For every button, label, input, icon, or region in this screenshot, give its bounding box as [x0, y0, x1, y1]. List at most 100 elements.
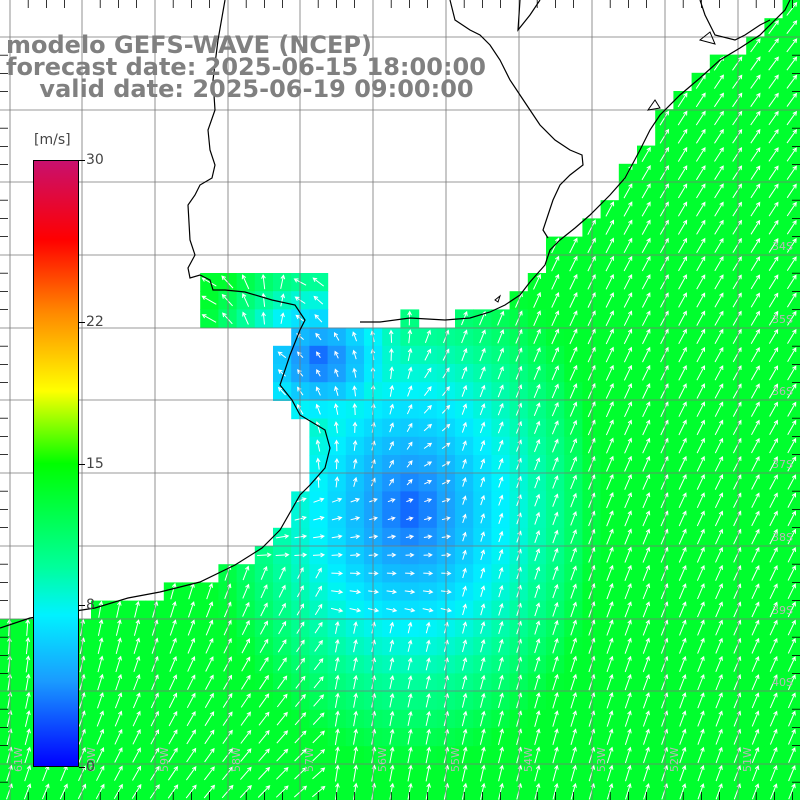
wind-arrow [389, 692, 395, 708]
wind-arrow [642, 583, 651, 600]
wind-arrow [642, 564, 651, 581]
wind-arrow [696, 237, 706, 253]
wind-arrow [313, 534, 325, 539]
wind-arrow [605, 364, 614, 381]
wind-arrow [314, 639, 323, 652]
wind-arrow [769, 401, 778, 417]
wind-arrow [425, 728, 431, 745]
wind-arrow [312, 277, 325, 287]
wind-arrow [768, 110, 779, 126]
wind-arrow [462, 531, 467, 542]
wind-arrow [641, 146, 651, 162]
wind-arrow [205, 601, 214, 618]
wind-arrow [606, 564, 614, 581]
wind-arrow [787, 546, 796, 563]
wind-arrow [769, 710, 778, 727]
wind-arrow [389, 764, 395, 782]
wind-arrow [696, 183, 706, 199]
wind-arrow [678, 274, 687, 290]
wind-arrow [643, 764, 650, 782]
wind-arrow [480, 494, 486, 506]
wind-arrow [786, 110, 798, 126]
wind-arrow [642, 437, 651, 454]
wind-arrow [239, 785, 252, 798]
wind-arrow [498, 512, 504, 524]
wind-arrow [787, 692, 796, 709]
wind-arrow [569, 346, 578, 363]
wind-arrow [643, 782, 650, 800]
wind-arrow [677, 92, 688, 108]
wind-arrow [498, 494, 504, 506]
wind-arrow [751, 565, 760, 581]
wind-arrow [168, 710, 178, 727]
wind-arrow [605, 419, 614, 436]
wind-arrow [278, 584, 286, 598]
wind-arrow [330, 607, 344, 613]
wind-arrow [696, 510, 705, 527]
wind-arrow [751, 455, 760, 472]
wind-arrow [259, 674, 269, 690]
wind-arrow [587, 364, 596, 381]
wind-arrow [732, 165, 743, 180]
wind-arrow [624, 583, 632, 600]
wind-arrow [768, 256, 779, 271]
wind-arrow [768, 274, 779, 290]
wind-arrow [462, 657, 468, 671]
wind-arrow [422, 607, 434, 613]
wind-arrow [606, 546, 614, 563]
wind-arrow [660, 292, 669, 308]
wind-arrow [551, 328, 560, 345]
wind-arrow [405, 552, 415, 558]
wind-arrow [480, 458, 486, 470]
wind-arrow [677, 128, 688, 144]
wind-arrow [750, 201, 761, 217]
wind-arrow [479, 710, 486, 727]
wind-arrow [534, 457, 541, 471]
wind-arrow [643, 728, 650, 745]
wind-arrow [714, 346, 724, 363]
wind-arrow [750, 256, 761, 272]
wind-arrow [768, 74, 779, 89]
wind-arrow [715, 546, 723, 563]
wind-arrow [768, 165, 779, 180]
wind-arrow [498, 476, 504, 488]
wind-arrow [462, 513, 467, 524]
wind-arrow [786, 1, 798, 16]
wind-arrow [642, 601, 651, 618]
wind-arrow [314, 621, 323, 634]
wind-arrow [605, 328, 614, 345]
colorbar-tick-label: 0 [86, 759, 95, 775]
wind-arrow [313, 676, 324, 689]
wind-arrow [261, 292, 266, 307]
longitude-label: 58W [230, 747, 243, 772]
wind-arrow [714, 328, 724, 345]
wind-arrow [715, 692, 723, 709]
wind-arrow [461, 384, 468, 397]
wind-arrow [257, 552, 272, 558]
wind-arrow [787, 419, 797, 435]
wind-arrow [315, 457, 321, 470]
wind-arrow [551, 346, 560, 363]
wind-arrow [642, 419, 651, 436]
wind-arrow [732, 455, 742, 472]
wind-arrow [696, 383, 705, 399]
wind-arrow [587, 401, 596, 418]
wind-arrow [623, 219, 633, 235]
wind-arrow [114, 747, 123, 763]
wind-arrow [587, 237, 596, 254]
wind-arrow [679, 710, 687, 727]
wind-arrow [677, 219, 688, 235]
wind-arrow [769, 365, 779, 381]
wind-arrow [534, 710, 541, 727]
wind-arrow [551, 383, 559, 399]
wind-arrow [659, 128, 670, 144]
wind-arrow [552, 601, 559, 617]
wind-arrow [98, 600, 104, 618]
wind-arrow [316, 351, 321, 358]
wind-arrow [715, 728, 723, 745]
wind-arrow [276, 748, 289, 762]
longitude-label: 60W [85, 747, 98, 772]
wind-arrow [25, 673, 31, 691]
wind-arrow [534, 674, 541, 691]
longitude-label: 51W [741, 747, 754, 772]
